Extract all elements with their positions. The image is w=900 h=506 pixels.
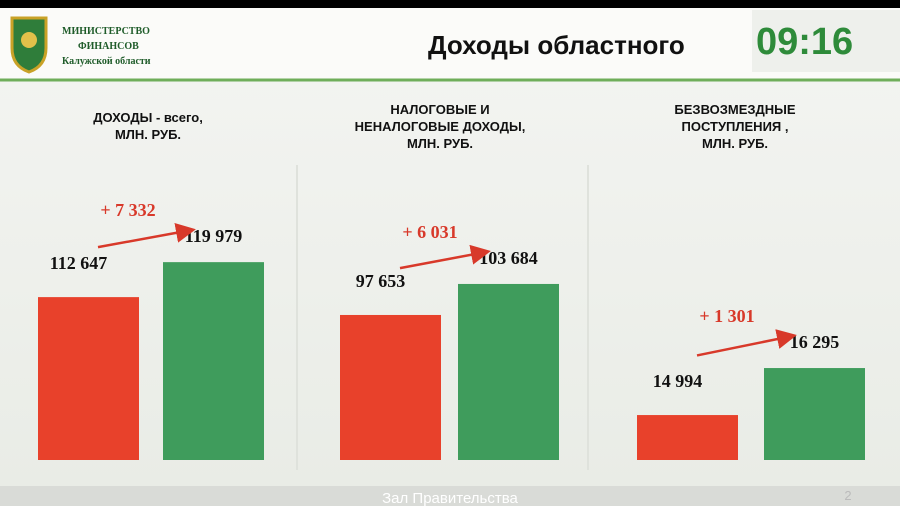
- page-number: 2: [844, 488, 851, 503]
- header-band: [0, 8, 900, 80]
- slide-title: Доходы областного: [428, 30, 685, 60]
- clock: 09:16: [756, 21, 853, 63]
- change-arrow: [399, 244, 491, 270]
- org-name: МИНИСТЕРСТВО: [62, 26, 150, 37]
- top-bar: [0, 0, 900, 8]
- change-annotation: + 7 332: [100, 200, 155, 220]
- bar: [458, 283, 559, 460]
- bar: [163, 262, 264, 460]
- chart-title: НЕНАЛОГОВЫЕ ДОХОДЫ,: [355, 119, 526, 134]
- change-arrow: [696, 329, 797, 357]
- org-name: ФИНАНСОВ: [78, 41, 139, 52]
- bar: [340, 314, 441, 460]
- bar: [637, 415, 738, 460]
- value-label: 103 684: [479, 248, 538, 268]
- chart-title: МЛН. РУБ.: [407, 136, 473, 151]
- logo: [10, 16, 48, 74]
- footer-band: [0, 486, 900, 506]
- footer-caption: Зал Правительства: [382, 490, 518, 506]
- chart-title: ДОХОДЫ - всего,: [93, 110, 203, 125]
- org-region: Калужской области: [62, 56, 151, 67]
- bar: [764, 368, 865, 460]
- chart-title: БЕЗВОЗМЕЗДНЫЕ: [674, 102, 795, 117]
- change-annotation: + 6 031: [402, 222, 457, 242]
- change-arrow: [97, 223, 196, 249]
- value-label: 119 979: [185, 226, 243, 246]
- bar: [38, 297, 139, 460]
- value-label: 14 994: [653, 371, 703, 391]
- value-label: 16 295: [790, 332, 840, 352]
- change-annotation: + 1 301: [699, 306, 754, 326]
- chart-title: ПОСТУПЛЕНИЯ ,: [682, 119, 789, 134]
- background: [0, 8, 900, 486]
- chart-title: НАЛОГОВЫЕ И: [390, 102, 489, 117]
- chart-title: МЛН. РУБ.: [702, 136, 768, 151]
- value-label: 112 647: [50, 253, 108, 273]
- clock-box: [752, 10, 900, 72]
- chart-title: МЛН. РУБ.: [115, 127, 181, 142]
- value-label: 97 653: [356, 271, 406, 291]
